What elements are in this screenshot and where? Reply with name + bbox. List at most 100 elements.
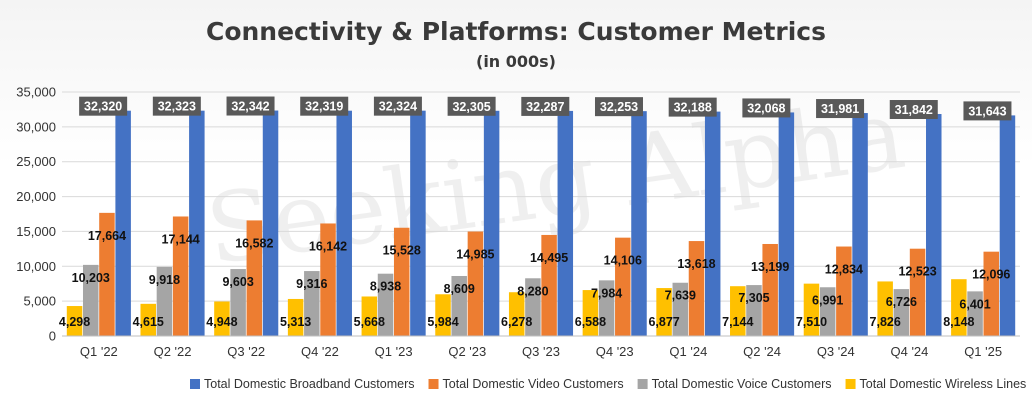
data-label: 17,664 bbox=[88, 229, 126, 243]
data-label-box bbox=[889, 100, 938, 120]
data-label: 7,984 bbox=[591, 286, 622, 300]
data-label: 32,324 bbox=[379, 100, 417, 114]
bar-total-domestic-broadband-customers bbox=[999, 115, 1016, 337]
legend[interactable]: Total Domestic Broadband Customers Total … bbox=[190, 377, 1026, 391]
x-tick-label: Q2 '22 bbox=[154, 344, 192, 359]
legend-label[interactable]: Total Domestic Voice Customers bbox=[652, 377, 832, 391]
data-label: 7,826 bbox=[870, 315, 901, 329]
bar-total-domestic-voice-customers bbox=[525, 278, 541, 336]
data-label: 15,528 bbox=[383, 244, 421, 258]
data-label: 6,877 bbox=[648, 315, 679, 329]
bar-total-domestic-broadband-customers bbox=[557, 110, 574, 336]
bar-total-domestic-voice-customers bbox=[746, 285, 762, 336]
bar-total-domestic-broadband-customers bbox=[926, 114, 942, 336]
data-label: 4,615 bbox=[133, 315, 164, 329]
data-label: 8,148 bbox=[943, 315, 974, 329]
bars bbox=[66, 110, 1016, 337]
data-label: 17,144 bbox=[162, 232, 200, 246]
data-label: 32,319 bbox=[305, 100, 343, 114]
bar-total-domestic-voice-customers bbox=[672, 282, 689, 336]
data-label: 32,305 bbox=[452, 100, 490, 114]
data-label: 9,603 bbox=[222, 275, 253, 289]
bar-total-domestic-voice-customers bbox=[304, 271, 320, 336]
bar-total-domestic-video-customers bbox=[320, 223, 336, 336]
data-label: 14,985 bbox=[456, 248, 494, 262]
data-label-box bbox=[816, 99, 865, 119]
data-label-box bbox=[521, 96, 570, 116]
bar-total-domestic-voice-customers bbox=[230, 269, 246, 336]
chart-title: Connectivity & Platforms: Customer Metri… bbox=[206, 17, 826, 46]
x-tick-label: Q1 '24 bbox=[669, 344, 707, 359]
bar-total-domestic-voice-customers bbox=[967, 291, 983, 336]
x-tick-label: Q2 '24 bbox=[743, 344, 781, 359]
x-tick-label: Q4 '23 bbox=[596, 344, 634, 359]
data-label: 12,523 bbox=[898, 265, 936, 279]
data-label: 6,991 bbox=[812, 293, 843, 307]
data-label: 6,588 bbox=[575, 315, 606, 329]
bar-total-domestic-broadband-customers bbox=[262, 110, 279, 336]
y-tick-label: 25,000 bbox=[16, 154, 56, 169]
legend-swatch bbox=[637, 379, 648, 389]
legend-label[interactable]: Total Domestic Broadband Customers bbox=[204, 377, 415, 391]
bar-total-domestic-broadband-customers bbox=[483, 110, 500, 337]
data-label: 4,948 bbox=[206, 315, 237, 329]
data-label-box bbox=[300, 96, 349, 116]
data-label-box bbox=[152, 96, 201, 116]
bar-total-domestic-video-customers bbox=[983, 251, 1000, 336]
data-label: 12,096 bbox=[972, 268, 1010, 282]
data-label: 13,618 bbox=[677, 257, 715, 271]
data-label-box bbox=[226, 96, 275, 116]
data-label: 32,342 bbox=[231, 100, 269, 114]
bar-total-domestic-wireless-lines bbox=[803, 283, 820, 336]
y-tick-label: 0 bbox=[49, 329, 56, 344]
data-label: 7,144 bbox=[722, 315, 753, 329]
data-label: 12,834 bbox=[825, 263, 863, 277]
bar-total-domestic-video-customers bbox=[99, 212, 115, 336]
data-label-box bbox=[594, 97, 643, 117]
data-label-box bbox=[668, 97, 717, 117]
data-label: 32,323 bbox=[158, 100, 196, 114]
bar-total-domestic-wireless-lines bbox=[287, 298, 304, 336]
bar-total-domestic-video-customers bbox=[762, 243, 778, 336]
data-label: 7,639 bbox=[665, 289, 696, 303]
bar-total-domestic-wireless-lines bbox=[877, 281, 893, 336]
legend-label[interactable]: Total Domestic Video Customers bbox=[443, 377, 624, 391]
bar-total-domestic-voice-customers bbox=[377, 273, 394, 336]
axes: 0 5,000 10,000 15,000 20,000 25,000 30,000 35,0… bbox=[16, 85, 1020, 359]
bar-total-domestic-voice-customers bbox=[598, 280, 615, 336]
x-tick-label: Q1 '22 bbox=[80, 344, 118, 359]
data-label-box bbox=[742, 98, 791, 118]
data-label: 14,106 bbox=[604, 254, 642, 268]
bar-total-domestic-wireless-lines bbox=[66, 306, 83, 336]
x-tick-label: Q3 '23 bbox=[522, 344, 560, 359]
bar-total-domestic-wireless-lines bbox=[582, 290, 599, 336]
data-label: 8,938 bbox=[370, 280, 401, 294]
data-label: 7,510 bbox=[796, 315, 827, 329]
bar-total-domestic-video-customers bbox=[688, 241, 705, 336]
bar-total-domestic-broadband-customers bbox=[852, 113, 868, 336]
bar-total-domestic-wireless-lines bbox=[361, 296, 378, 336]
bar-total-domestic-broadband-customers bbox=[704, 111, 721, 336]
y-tick-label: 35,000 bbox=[16, 85, 56, 100]
legend-swatch bbox=[428, 379, 439, 389]
x-tick-label: Q1 '25 bbox=[964, 344, 1002, 359]
x-tick-label: Q3 '24 bbox=[817, 344, 855, 359]
bar-total-domestic-wireless-lines bbox=[656, 288, 672, 336]
x-tick-label: Q2 '23 bbox=[448, 344, 486, 359]
data-label: 14,495 bbox=[530, 251, 568, 265]
bar-total-domestic-video-customers bbox=[615, 237, 631, 336]
bar-total-domestic-video-customers bbox=[246, 220, 263, 336]
x-tick-label: Q3 '22 bbox=[227, 344, 265, 359]
data-label: 32,287 bbox=[526, 100, 564, 114]
data-label-box bbox=[963, 101, 1012, 121]
legend-label[interactable]: Total Domestic Wireless Lines bbox=[860, 377, 1027, 391]
y-tick-label: 30,000 bbox=[16, 119, 56, 134]
legend-swatch bbox=[190, 379, 200, 389]
data-label-box bbox=[79, 96, 128, 116]
data-label: 6,278 bbox=[501, 315, 532, 329]
bar-total-domestic-broadband-customers bbox=[778, 112, 795, 336]
bar-total-domestic-video-customers bbox=[541, 234, 557, 336]
bar-total-domestic-voice-customers bbox=[819, 287, 836, 336]
data-label: 9,918 bbox=[149, 273, 180, 287]
